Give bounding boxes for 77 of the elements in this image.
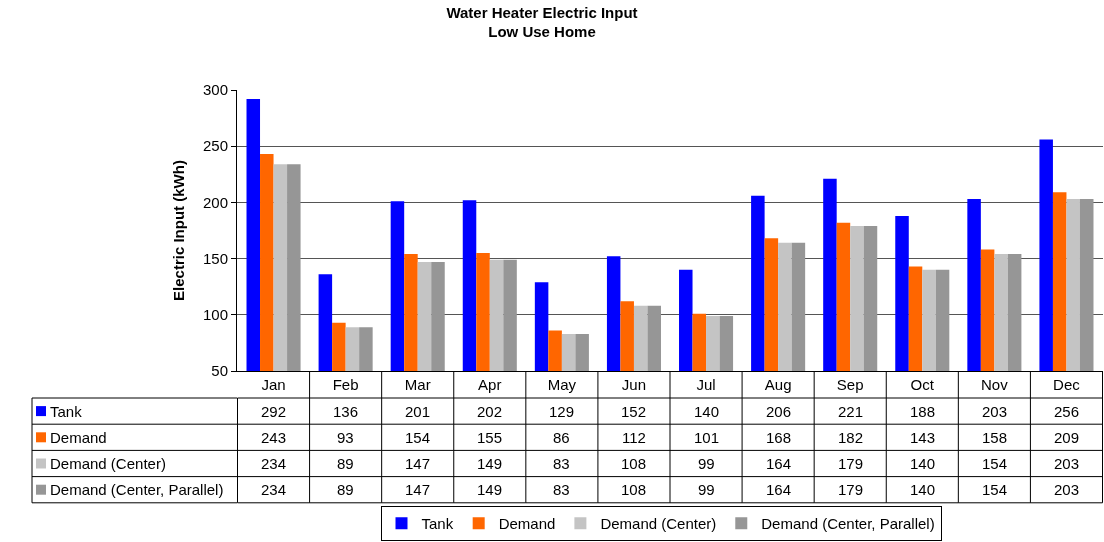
y-tick-label: 100 bbox=[202, 306, 228, 324]
x-tick-label: Sep bbox=[836, 376, 864, 393]
y-tick-label: 200 bbox=[202, 193, 228, 211]
data-label: 206 bbox=[766, 403, 792, 420]
x-tick-label: Mar bbox=[404, 376, 431, 393]
legend-label: Tank bbox=[421, 515, 454, 533]
legend-label: Demand (Center, Parallel) bbox=[761, 515, 935, 533]
data-label: 234 bbox=[261, 455, 287, 472]
data-label: 86 bbox=[553, 429, 570, 446]
data-label: 203 bbox=[1054, 455, 1080, 472]
data-label: 83 bbox=[553, 481, 570, 498]
data-label: 164 bbox=[766, 455, 792, 472]
chart-subtitle: Low Use Home bbox=[488, 23, 596, 41]
data-label: 136 bbox=[333, 403, 359, 420]
data-label: 182 bbox=[838, 429, 864, 446]
x-tick-label: Feb bbox=[332, 376, 359, 393]
data-label: 108 bbox=[621, 455, 647, 472]
y-tick-label: 300 bbox=[202, 81, 228, 99]
data-label: 147 bbox=[405, 455, 431, 472]
data-label: 99 bbox=[698, 481, 715, 498]
data-label: 203 bbox=[1054, 481, 1080, 498]
y-tick-label: 50 bbox=[211, 362, 228, 380]
data-label: 99 bbox=[698, 455, 715, 472]
legend-label: Demand (Center) bbox=[600, 515, 717, 533]
x-tick-label: Dec bbox=[1053, 376, 1081, 393]
data-label: 154 bbox=[982, 455, 1008, 472]
x-tick-label: Jul bbox=[696, 376, 716, 393]
data-label: 143 bbox=[910, 429, 936, 446]
data-label: 155 bbox=[477, 429, 503, 446]
x-tick-label: Nov bbox=[981, 376, 1009, 393]
data-label: 179 bbox=[838, 455, 864, 472]
data-label: 292 bbox=[261, 403, 287, 420]
x-tick-label: May bbox=[547, 376, 577, 393]
data-label: 179 bbox=[838, 481, 864, 498]
data-label: 203 bbox=[982, 403, 1008, 420]
data-label: 152 bbox=[621, 403, 647, 420]
x-tick-label: Jan bbox=[261, 376, 286, 393]
data-label: 243 bbox=[261, 429, 287, 446]
data-label: 140 bbox=[694, 403, 720, 420]
data-label: 168 bbox=[766, 429, 792, 446]
data-label: 83 bbox=[553, 455, 570, 472]
data-label: 188 bbox=[910, 403, 936, 420]
table-row-header: Demand (Center) bbox=[50, 455, 166, 472]
data-label: 154 bbox=[405, 429, 431, 446]
x-tick-label: Jun bbox=[621, 376, 647, 393]
data-label: 129 bbox=[549, 403, 575, 420]
data-label: 147 bbox=[405, 481, 431, 498]
data-label: 149 bbox=[477, 481, 503, 498]
x-tick-label: Apr bbox=[478, 376, 502, 393]
data-label: 140 bbox=[910, 455, 936, 472]
data-label: 89 bbox=[337, 455, 354, 472]
data-label: 140 bbox=[910, 481, 936, 498]
x-tick-label: Aug bbox=[764, 376, 792, 393]
data-label: 112 bbox=[622, 429, 646, 446]
x-tick-label: Oct bbox=[910, 376, 935, 393]
data-label: 209 bbox=[1054, 429, 1080, 446]
table-row-header: Demand (Center, Parallel) bbox=[50, 481, 224, 498]
data-label: 149 bbox=[477, 455, 503, 472]
data-label: 158 bbox=[982, 429, 1008, 446]
data-label: 256 bbox=[1054, 403, 1080, 420]
data-label: 101 bbox=[694, 429, 720, 446]
y-tick-label: 250 bbox=[202, 137, 228, 155]
data-label: 234 bbox=[261, 481, 287, 498]
data-label: 221 bbox=[838, 403, 864, 420]
data-label: 202 bbox=[477, 403, 503, 420]
legend-label: Demand bbox=[498, 515, 556, 533]
data-label: 89 bbox=[337, 481, 354, 498]
data-label: 93 bbox=[337, 429, 354, 446]
table-row-header: Tank bbox=[50, 403, 82, 420]
chart-title: Water Heater Electric Input bbox=[446, 3, 638, 21]
data-label: 201 bbox=[405, 403, 431, 420]
data-label: 164 bbox=[766, 481, 792, 498]
y-axis-title: Electric Input (kWh) bbox=[170, 160, 188, 301]
data-label: 154 bbox=[982, 481, 1008, 498]
y-tick-label: 150 bbox=[202, 249, 228, 267]
data-label: 108 bbox=[621, 481, 647, 498]
table-row-header: Demand bbox=[50, 429, 107, 446]
